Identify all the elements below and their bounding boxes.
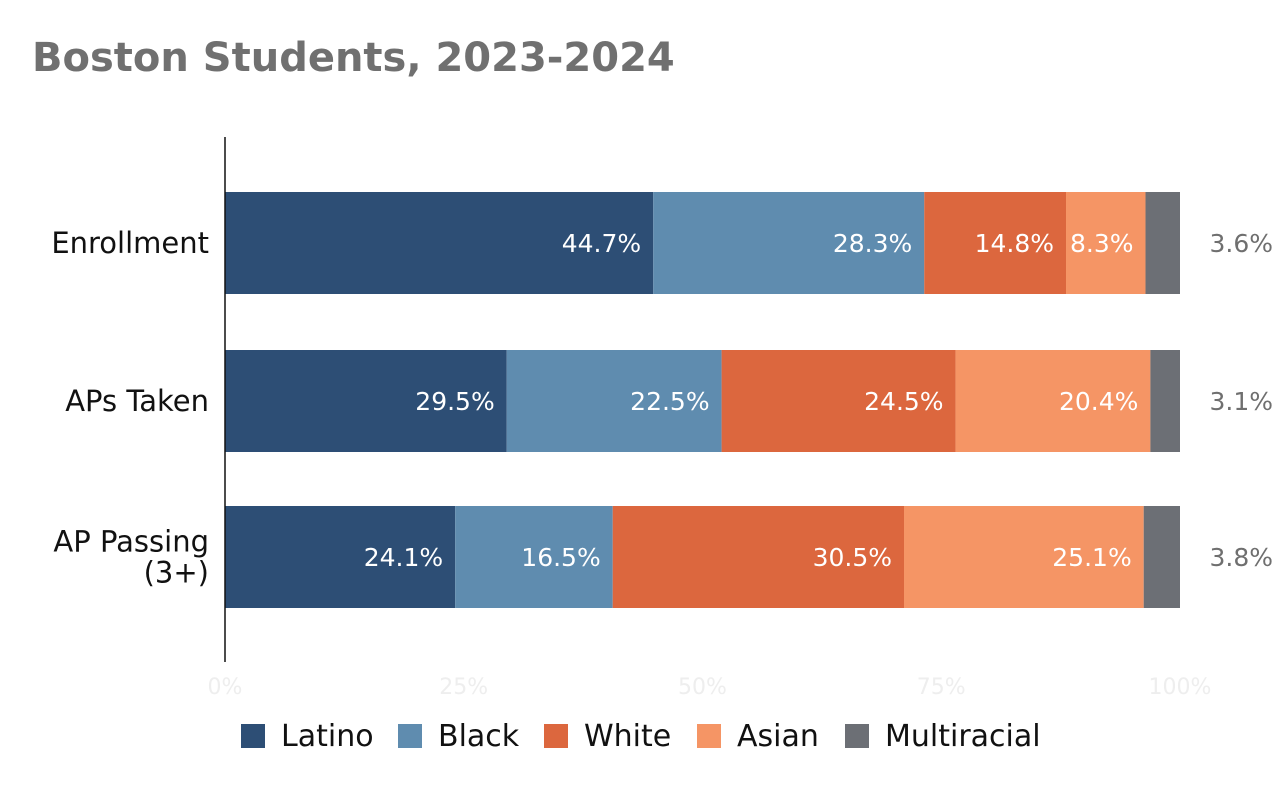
legend-label: Asian — [737, 719, 819, 754]
value-label: 24.5% — [864, 387, 943, 416]
legend-swatch — [697, 724, 721, 748]
legend-item: Latino — [241, 719, 374, 754]
bar-segment-latino — [225, 506, 456, 608]
bar-segment-multiracial — [1150, 350, 1180, 452]
value-label: 14.8% — [975, 229, 1054, 258]
value-label: 29.5% — [415, 387, 494, 416]
bar-segment-white — [924, 192, 1067, 294]
bar-segment-white — [721, 350, 956, 452]
legend-label: Black — [438, 719, 520, 754]
category-label: APs Taken — [65, 384, 209, 418]
value-label: 28.3% — [833, 229, 912, 258]
value-label: 24.1% — [364, 543, 443, 572]
legend-item: Multiracial — [845, 719, 1041, 754]
value-label: 8.3% — [1070, 229, 1134, 258]
x-tick-label: 75% — [917, 675, 966, 700]
bar-segment-multiracial — [1143, 506, 1180, 608]
bar-segment-latino — [225, 192, 654, 294]
bar-group: Enrollment 44.7% 28.3% 14.8% 8.3% 3.6% — [51, 192, 1273, 294]
bar-segment-black — [506, 350, 722, 452]
legend-label: Multiracial — [885, 719, 1041, 754]
legend-item: Asian — [697, 719, 819, 754]
value-label: 25.1% — [1052, 543, 1131, 572]
legend-label: Latino — [281, 719, 374, 754]
legend: Latino Black White Asian Multiracial — [241, 719, 1041, 754]
legend-swatch — [398, 724, 422, 748]
chart-title: Boston Students, 2023-2024 — [32, 35, 675, 81]
bar-group: APs Taken 29.5% 22.5% 24.5% 20.4% 3.1% — [65, 350, 1273, 452]
category-label: Enrollment — [51, 226, 209, 260]
bar-segment-asian — [1066, 192, 1146, 294]
bar-layer: Enrollment 44.7% 28.3% 14.8% 8.3% 3.6% APs Tak… — [51, 192, 1273, 608]
tick-layer: 0% 25% 50% 75% 100% — [208, 675, 1212, 700]
legend-swatch — [845, 724, 869, 748]
value-label: 3.8% — [1209, 543, 1273, 572]
value-label: 20.4% — [1059, 387, 1138, 416]
bar-segment-black — [653, 192, 925, 294]
value-label: 3.6% — [1209, 229, 1273, 258]
bar-group: AP Passing(3+) 24.1% 16.5% 30.5% 25.1% 3.8% — [53, 506, 1273, 608]
x-tick-label: 100% — [1149, 675, 1212, 700]
category-label: AP Passing — [53, 525, 209, 559]
value-label: 3.1% — [1209, 387, 1273, 416]
bar-segment-multiracial — [1145, 192, 1180, 294]
x-tick-label: 50% — [678, 675, 727, 700]
legend-label: White — [584, 719, 671, 754]
value-label: 22.5% — [630, 387, 709, 416]
bar-segment-asian — [904, 506, 1144, 608]
legend-swatch — [544, 724, 568, 748]
x-tick-label: 0% — [208, 675, 243, 700]
legend-item: White — [544, 719, 671, 754]
legend-item: Black — [398, 719, 520, 754]
legend-swatch — [241, 724, 265, 748]
bar-segment-asian — [955, 350, 1151, 452]
value-label: 16.5% — [521, 543, 600, 572]
bar-segment-latino — [225, 350, 507, 452]
x-tick-label: 25% — [439, 675, 488, 700]
value-label: 30.5% — [813, 543, 892, 572]
bar-segment-white — [612, 506, 905, 608]
bar-segment-black — [455, 506, 613, 608]
category-label: (3+) — [144, 556, 209, 590]
value-label: 44.7% — [562, 229, 641, 258]
